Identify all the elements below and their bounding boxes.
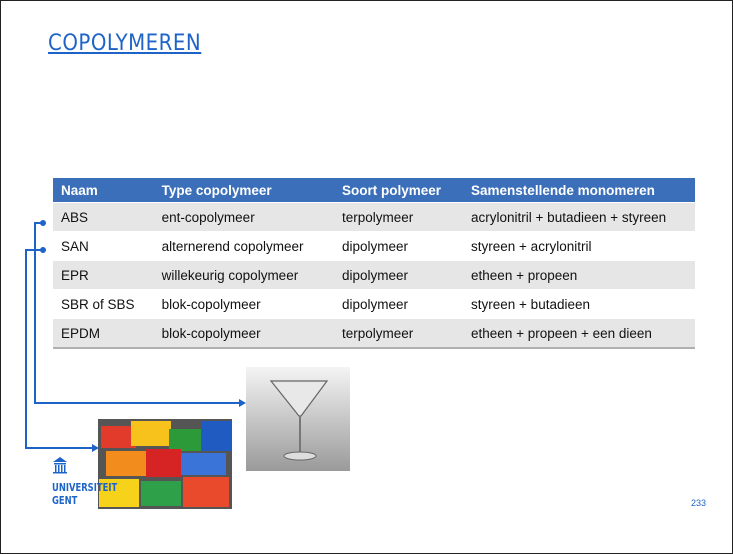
table-row: EPR willekeurig copolymeer dipolymeer ethee…: [53, 260, 695, 290]
table-cell: EPR: [53, 260, 154, 290]
column-header: Samenstellende monomeren: [463, 178, 695, 203]
table-cell: ABS: [53, 202, 154, 232]
logo-text: UNIVERSITEIT: [52, 482, 118, 494]
copolymer-table: Naam Type copolymeer Soort polymeer Samenst…: [53, 178, 695, 349]
table-cell: willekeurig copolymeer: [153, 260, 334, 290]
connector-dot: [40, 247, 46, 253]
table-cell: acrylonitril + butadieen + styreen: [463, 202, 695, 232]
table-cell: alternerend copolymeer: [153, 231, 334, 261]
table-row: SBR of SBS blok-copolymeer dipolymeer styre…: [53, 289, 695, 319]
logo-text: GENT: [52, 495, 78, 507]
column-header: Type copolymeer: [153, 178, 334, 203]
logo-icon: [53, 457, 67, 474]
table-cell: SAN: [53, 231, 154, 261]
table-cell: EPDM: [53, 318, 154, 349]
connector-dot: [40, 220, 46, 226]
column-header: Naam: [53, 178, 154, 203]
table-row: EPDM blok-copolymeer terpolymeer etheen + p…: [53, 318, 695, 349]
table-body: ABS ent-copolymeer terpolymeer acrylonitril…: [53, 202, 695, 349]
slide-title: COPOLYMEREN: [48, 31, 202, 56]
table-cell: blok-copolymeer: [153, 289, 334, 319]
table-row: ABS ent-copolymeer terpolymeer acrylonitril…: [53, 202, 695, 232]
page-number: 233: [691, 498, 707, 508]
header-row: Naam Type copolymeer Soort polymeer Samenst…: [53, 178, 695, 203]
table-cell: ent-copolymeer: [153, 202, 334, 232]
table-row: SAN alternerend copolymeer dipolymeer styre…: [53, 231, 695, 261]
table-cell: dipolymeer: [334, 289, 464, 319]
table-cell: styreen + butadieen: [463, 289, 695, 319]
table-cell: terpolymeer: [334, 202, 464, 232]
table-cell: terpolymeer: [334, 318, 464, 349]
lego-photo: [98, 419, 232, 509]
table-cell: etheen + propeen + een dieen: [463, 318, 695, 349]
table-cell: styreen + acrylonitril: [463, 231, 695, 261]
table-cell: blok-copolymeer: [153, 318, 334, 349]
table-cell: SBR of SBS: [53, 289, 154, 319]
table-cell: etheen + propeen: [463, 260, 695, 290]
table-cell: dipolymeer: [334, 231, 464, 261]
column-header: Soort polymeer: [334, 178, 464, 203]
table-cell: dipolymeer: [334, 260, 464, 290]
glass-photo: [246, 367, 350, 471]
connector-arrows: [25, 222, 239, 449]
